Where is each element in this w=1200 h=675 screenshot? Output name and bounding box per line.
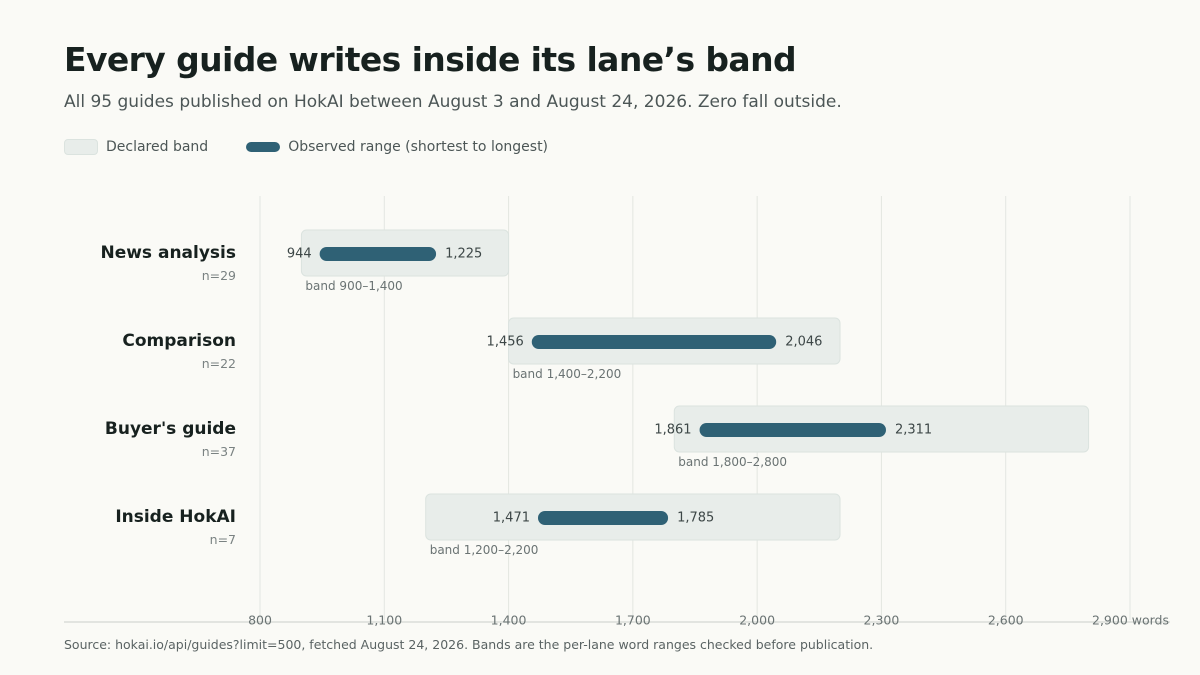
range-max-label: 2,046 bbox=[785, 335, 822, 350]
chart-subtitle: All 95 guides published on HokAI between… bbox=[64, 92, 842, 112]
x-tick-label: 2,300 bbox=[864, 613, 900, 628]
range-max-label: 1,225 bbox=[445, 247, 482, 262]
legend-swatch-band bbox=[64, 139, 98, 155]
band-label: band 1,800–2,800 bbox=[678, 455, 787, 469]
legend-item-band: Declared band bbox=[64, 139, 208, 155]
range-bar bbox=[319, 247, 437, 261]
x-tick-label: 1,700 bbox=[615, 613, 651, 628]
lane-name: News analysis bbox=[100, 243, 236, 263]
legend: Declared band Observed range (shortest t… bbox=[64, 137, 586, 157]
lane-n-label: n=22 bbox=[202, 356, 236, 371]
lane-n-label: n=29 bbox=[202, 268, 236, 283]
x-tick-label: 800 bbox=[248, 613, 272, 628]
source-note: Source: hokai.io/api/guides?limit=500, f… bbox=[64, 637, 874, 652]
range-min-label: 1,861 bbox=[654, 423, 691, 438]
range-min-label: 944 bbox=[287, 247, 312, 262]
x-tick-label: 2,900 words bbox=[1092, 613, 1169, 628]
lane-name: Buyer's guide bbox=[105, 419, 236, 439]
range-max-label: 1,785 bbox=[677, 511, 714, 526]
band-label: band 1,400–2,200 bbox=[513, 367, 622, 381]
x-tick-label: 2,000 bbox=[739, 613, 775, 628]
range-min-label: 1,456 bbox=[487, 335, 524, 350]
lane-name: Inside HokAI bbox=[115, 507, 236, 527]
range-min-label: 1,471 bbox=[493, 511, 530, 526]
legend-item-range: Observed range (shortest to longest) bbox=[246, 139, 548, 155]
range-bar bbox=[531, 335, 777, 349]
range-bar bbox=[699, 423, 886, 437]
legend-label-range: Observed range (shortest to longest) bbox=[288, 139, 549, 155]
chart-title: Every guide writes inside its lane’s ban… bbox=[64, 40, 797, 79]
lane-name: Comparison bbox=[122, 331, 236, 351]
legend-label-band: Declared band bbox=[106, 139, 209, 155]
lane-n-label: n=37 bbox=[202, 444, 236, 459]
band-label: band 900–1,400 bbox=[305, 279, 402, 293]
x-tick-label: 1,400 bbox=[491, 613, 527, 628]
lane-n-label: n=7 bbox=[210, 532, 236, 547]
x-tick-label: 2,600 bbox=[988, 613, 1024, 628]
range-max-label: 2,311 bbox=[895, 423, 932, 438]
legend-swatch-range bbox=[246, 142, 281, 152]
band-label: band 1,200–2,200 bbox=[430, 543, 539, 557]
range-bar bbox=[537, 511, 669, 525]
x-tick-label: 1,100 bbox=[366, 613, 402, 628]
